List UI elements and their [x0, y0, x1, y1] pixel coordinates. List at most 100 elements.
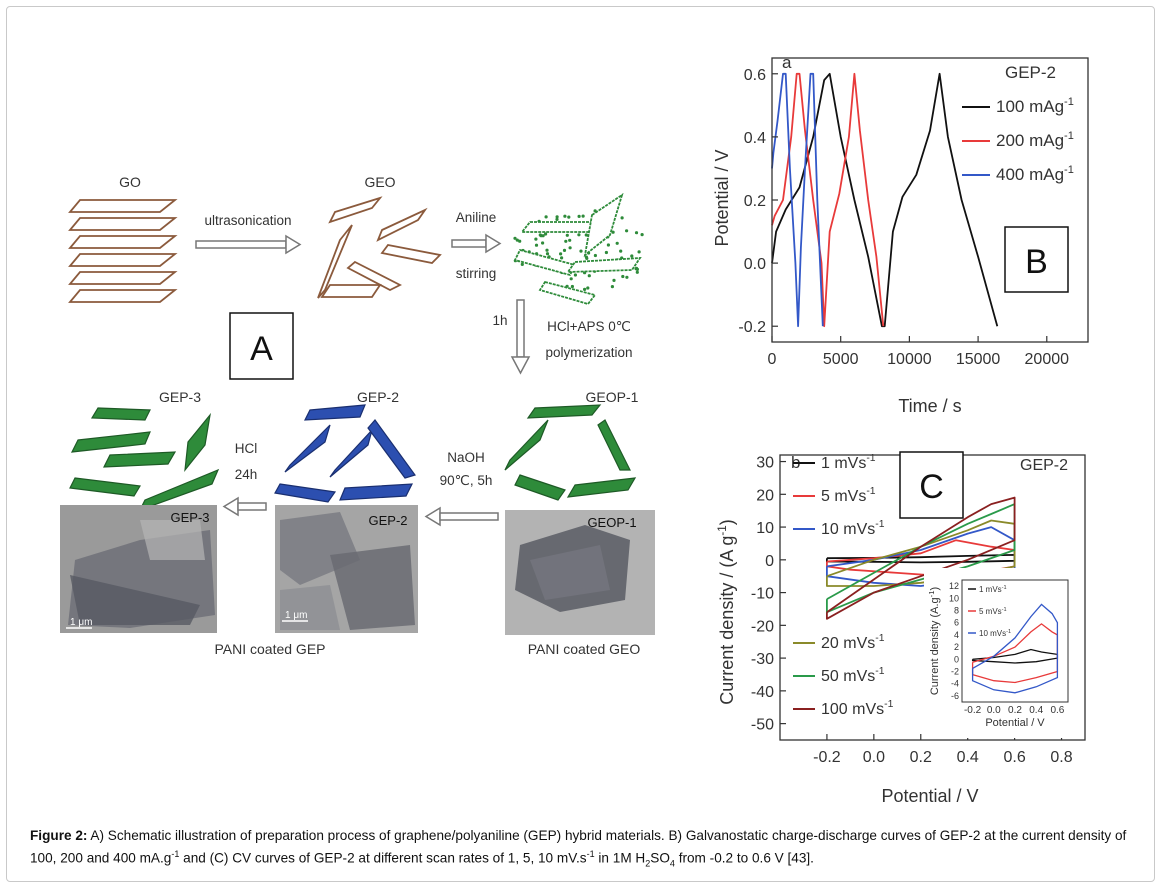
label-ultrasonication: ultrasonication	[204, 213, 291, 228]
tem-scale-gep2: 1 μm	[285, 610, 307, 621]
label-gep2: GEP-2	[357, 389, 399, 405]
cloud-dot	[534, 243, 539, 247]
caption-label: Figure 2:	[30, 828, 88, 843]
hcl-arrow-icon	[222, 496, 267, 517]
label-geop1: GEOP-1	[586, 389, 639, 405]
caption-sup-2: -1	[586, 849, 595, 859]
chart-c-ytick-label: -20	[751, 618, 774, 635]
aniline-cloud-icon	[513, 192, 644, 306]
label-hcl-time: 24h	[235, 467, 258, 482]
inset-ylabel: Current density (A.g-1)	[927, 587, 941, 695]
chart-b-ytick-label: 0.6	[744, 67, 766, 84]
naoh-arrow-icon	[424, 506, 499, 527]
cloud-dot	[625, 275, 629, 279]
chart-b-xlabel: Time / s	[898, 396, 961, 416]
inset-series-line	[971, 603, 1059, 694]
ultrasonication-arrow-icon	[195, 234, 302, 255]
chart-c-xlabel: Potential / V	[881, 786, 978, 806]
go-stack-icon	[68, 199, 178, 303]
cloud-dot	[611, 230, 615, 234]
cloud-dot	[568, 246, 572, 250]
inset-ytick-label: 2	[954, 642, 959, 652]
cloud-dot	[555, 215, 559, 219]
chart-c-ytick-label: 0	[765, 553, 774, 570]
cloud-dot	[520, 262, 524, 266]
chart-c-ytick-label: 10	[756, 520, 774, 537]
chart-b-series-line	[771, 72, 999, 328]
label-go: GO	[119, 174, 141, 190]
cloud-dot	[559, 252, 563, 256]
cloud-dot	[583, 287, 587, 291]
chart-c-xtick-label: -0.2	[813, 749, 841, 766]
cloud-dot	[555, 217, 559, 221]
label-gep3: GEP-3	[159, 389, 201, 405]
label-naoh-cond: 90℃, 5h	[440, 473, 493, 488]
label-pani-gep: PANI coated GEP	[214, 641, 325, 657]
cloud-dot	[640, 233, 644, 237]
cloud-dot	[577, 214, 581, 218]
chart-c-ylabel: Current density / (A g-1)	[716, 519, 737, 704]
label-1h: 1h	[492, 313, 507, 328]
chart-c-ytick-label: -30	[751, 651, 774, 668]
panel-a-label: A	[250, 330, 273, 368]
tem-image-gep3: GEP-3 1 μm	[60, 505, 217, 633]
chart-c-legend-label: 1 mVs-1	[821, 453, 876, 472]
chart-b-legend-label: 400 mAg-1	[996, 164, 1074, 184]
chart-c-series-line	[826, 496, 1016, 620]
cloud-dot	[541, 241, 545, 245]
cloud-dot	[604, 250, 609, 255]
chart-c-xtick-label: 0.8	[1050, 749, 1072, 766]
cloud-dot	[581, 214, 585, 218]
cloud-dot	[568, 238, 572, 242]
inset-xtick-label: 0.4	[1029, 705, 1043, 716]
inset-ytick-label: -4	[951, 679, 959, 689]
aniline-arrow-icon	[451, 233, 502, 254]
cloud-dot	[615, 241, 619, 245]
inset-legend-label: 1 mVs-1	[979, 585, 1007, 594]
cloud-dot	[630, 254, 634, 258]
cloud-dot	[518, 239, 522, 243]
chart-c-legend-label: 20 mVs-1	[821, 633, 885, 652]
cloud-dot	[545, 248, 549, 252]
caption-part-2: and (C) CV curves of GEP-2 at different …	[179, 850, 587, 866]
inset-xtick-label: 0.2	[1008, 705, 1022, 716]
chart-b-legend-label: 200 mAg-1	[996, 130, 1074, 150]
panel-c-label: C	[919, 468, 944, 506]
label-hcl-aps: HCl+APS 0℃	[547, 319, 631, 334]
cloud-dot	[544, 232, 548, 236]
cloud-dot	[620, 216, 624, 220]
cloud-dot	[544, 215, 548, 219]
chart-b-sample-label: GEP-2	[1005, 63, 1056, 82]
chart-b-charge-discharge: 0 5000 10000 15000 20000 -0.2 0.0 0.2 0.4 0.6 a G…	[712, 53, 1089, 416]
geop1-sheets-icon	[504, 404, 637, 501]
tem-label-gep3: GEP-3	[170, 510, 209, 525]
chart-c-legend-label: 100 mVs-1	[821, 699, 894, 718]
label-hcl: HCl	[235, 441, 258, 456]
cloud-dot	[515, 238, 519, 242]
chart-c-xtick-label: 0.2	[910, 749, 932, 766]
chart-b-xtick-label: 0	[768, 351, 777, 368]
chart-c-legend-label: 50 mVs-1	[821, 666, 885, 685]
label-stirring: stirring	[456, 266, 497, 281]
panel-b-label: B	[1025, 243, 1048, 281]
cloud-dot	[619, 249, 623, 253]
cloud-dot	[635, 270, 639, 274]
inset-frame	[961, 579, 1069, 703]
inset-xtick-label: -0.2	[964, 705, 982, 716]
cloud-dot	[579, 249, 583, 253]
cloud-dot	[560, 256, 564, 260]
panel-c-label-box: C	[899, 451, 964, 519]
chart-b-xtick-label: 15000	[956, 351, 1001, 368]
chart-c-ytick-label: -40	[751, 684, 774, 701]
cloud-dot	[562, 248, 567, 252]
chart-b-xtick-label: 10000	[887, 351, 932, 368]
chart-c-ytick-label: -10	[751, 586, 774, 603]
cloud-dot	[563, 214, 567, 218]
label-aniline: Aniline	[456, 210, 497, 225]
cloud-dot	[593, 253, 598, 258]
chart-c-xtick-label: 0.0	[863, 749, 885, 766]
inset-xtick-label: 0.0	[987, 705, 1001, 716]
inset-ytick-label: 6	[954, 618, 959, 628]
caption-sub-3: 2	[645, 858, 651, 869]
schematic-panel-a: GO ultrasonication GEO Aniline stirring	[60, 174, 655, 657]
